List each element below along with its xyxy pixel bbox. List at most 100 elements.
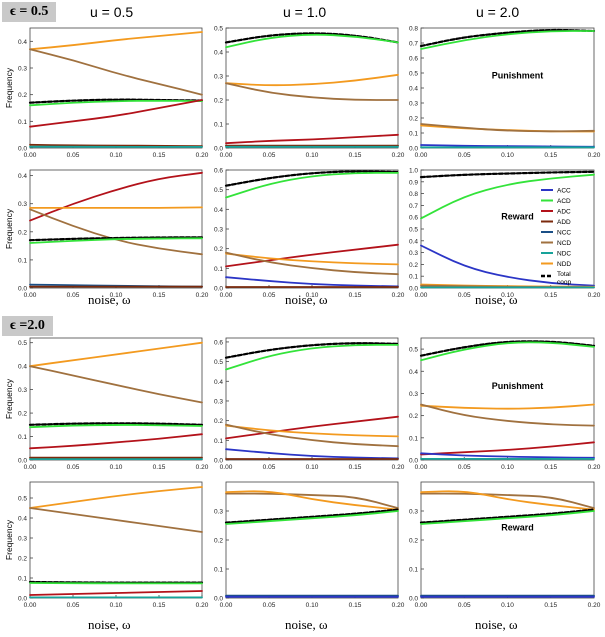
series-line-ndd bbox=[29, 341, 203, 368]
x-tick-label: 0.10 bbox=[110, 464, 123, 471]
series-line-acd bbox=[420, 173, 595, 220]
series-line-total-coop bbox=[224, 342, 400, 359]
series-line-adc bbox=[29, 590, 203, 596]
y-tick-label: 0.9 bbox=[409, 179, 418, 186]
series-line-adc bbox=[420, 441, 595, 456]
series-line-total-coop bbox=[419, 28, 596, 48]
series-line-ncd bbox=[420, 123, 595, 133]
y-tick-label: 0.3 bbox=[214, 509, 223, 516]
legend-label: NDC bbox=[557, 251, 571, 258]
x-tick-label: 0.00 bbox=[220, 152, 233, 159]
y-tick-label: 0.4 bbox=[409, 238, 418, 245]
xlabel-bottom-3: noise, ω bbox=[475, 617, 518, 632]
y-tick-label: 0.0 bbox=[409, 286, 418, 293]
x-tick-label: 0.15 bbox=[544, 602, 557, 609]
series-line-total-coop bbox=[28, 236, 204, 242]
x-tick-label: 0.00 bbox=[220, 602, 233, 609]
series-line-ncd bbox=[225, 423, 399, 448]
legend-label-total: Total bbox=[557, 271, 571, 278]
x-tick-label: 0.05 bbox=[458, 152, 471, 159]
xlabel-top-3: noise, ω bbox=[475, 292, 518, 307]
series-line-acd bbox=[420, 30, 595, 50]
x-tick-label: 0.10 bbox=[306, 152, 319, 159]
y-tick-label: 0.0 bbox=[409, 146, 418, 153]
x-tick-label: 0.20 bbox=[196, 292, 209, 299]
series-line-total-coop bbox=[224, 32, 400, 44]
y-tick-label: 0.1 bbox=[409, 435, 418, 442]
series-line-total-coop bbox=[224, 508, 400, 524]
y-tick-label: 0.0 bbox=[18, 458, 27, 465]
y-tick-label: 0.4 bbox=[18, 516, 27, 523]
panel-4: 0.0 0.1 0.2 0.3 0.4 0.00 0.05 0.10 0.15 0.20 Frequ… bbox=[4, 169, 209, 299]
series-line-acc bbox=[225, 276, 399, 288]
series-line-acd bbox=[225, 33, 399, 49]
x-tick-label: 0.00 bbox=[415, 602, 428, 609]
x-tick-label: 0.00 bbox=[415, 152, 428, 159]
y-tick-label: 0.5 bbox=[18, 340, 27, 347]
y-tick-label: 0.1 bbox=[409, 274, 418, 281]
y-tick-label: 0.3 bbox=[409, 250, 418, 257]
y-axis-label: Frequency bbox=[4, 519, 14, 560]
panel-5: 0.0 0.1 0.2 0.3 0.4 0.5 0.6 0.00 0.05 0.10 0.15 0.2… bbox=[214, 168, 405, 300]
y-tick-label: 0.4 bbox=[18, 173, 27, 180]
panel-9: 0.0 0.1 0.2 0.3 0.4 0.5 0.00 0.05 0.10 0.15 0.20 Pu… bbox=[409, 337, 601, 471]
plot-frame bbox=[225, 337, 399, 461]
series-line-ndd bbox=[225, 252, 399, 266]
x-tick-label: 0.20 bbox=[588, 602, 601, 609]
x-tick-label: 0.05 bbox=[458, 292, 471, 299]
y-tick-label: 0.4 bbox=[18, 39, 27, 46]
plot-frame bbox=[29, 481, 203, 599]
x-tick-label: 0.10 bbox=[501, 292, 514, 299]
x-tick-label: 0.10 bbox=[110, 152, 123, 159]
series-line-adc bbox=[225, 133, 399, 145]
x-tick-label: 0.05 bbox=[458, 602, 471, 609]
xlabel-bottom-2: noise, ω bbox=[285, 617, 328, 632]
panel-annotation: Reward bbox=[501, 523, 534, 533]
x-tick-label: 0.15 bbox=[544, 464, 557, 471]
y-tick-label: 0.5 bbox=[214, 187, 223, 194]
series-line-ncd bbox=[420, 492, 595, 509]
y-tick-label: 0.0 bbox=[18, 596, 27, 603]
x-tick-label: 0.05 bbox=[263, 292, 276, 299]
x-tick-label: 0.20 bbox=[588, 464, 601, 471]
series-line-ndd bbox=[420, 490, 595, 511]
panel-8: 0.0 0.1 0.2 0.3 0.4 0.5 0.6 0.00 0.05 0.10 0.15 0.2… bbox=[214, 337, 405, 471]
y-tick-label: 0.2 bbox=[409, 538, 418, 545]
panel-annotation: Reward bbox=[501, 212, 534, 222]
x-tick-label: 0.15 bbox=[153, 292, 166, 299]
x-tick-label: 0.00 bbox=[24, 464, 37, 471]
x-tick-label: 0.20 bbox=[392, 152, 405, 159]
x-tick-label: 0.05 bbox=[67, 152, 80, 159]
x-tick-label: 0.15 bbox=[153, 602, 166, 609]
x-tick-label: 0.20 bbox=[196, 464, 209, 471]
y-tick-label: 0.8 bbox=[409, 191, 418, 198]
y-tick-label: 0.2 bbox=[214, 246, 223, 253]
x-tick-label: 0.15 bbox=[349, 292, 362, 299]
series-line-ncd bbox=[225, 251, 399, 276]
y-tick-label: 0.6 bbox=[214, 168, 223, 175]
y-tick-label: 0.3 bbox=[18, 387, 27, 394]
series-line-ncd bbox=[29, 507, 203, 533]
x-tick-label: 0.20 bbox=[392, 602, 405, 609]
y-tick-label: 0.1 bbox=[18, 119, 27, 126]
y-tick-label: 0.2 bbox=[214, 538, 223, 545]
series-line-acd bbox=[29, 424, 203, 429]
x-tick-label: 0.05 bbox=[263, 152, 276, 159]
x-tick-label: 0.00 bbox=[24, 602, 37, 609]
series-line-total-coop bbox=[419, 340, 596, 357]
series-line-ncd bbox=[29, 48, 203, 96]
y-tick-label: 0.5 bbox=[409, 227, 418, 234]
panel-7: 0.0 0.1 0.2 0.3 0.4 0.5 0.00 0.05 0.10 0.15 0.20 Fr… bbox=[4, 337, 209, 471]
plot-frame bbox=[29, 169, 203, 289]
x-tick-label: 0.15 bbox=[153, 464, 166, 471]
series-line-acc bbox=[420, 244, 595, 287]
y-tick-label: 0.2 bbox=[18, 556, 27, 563]
y-tick-label: 0.5 bbox=[18, 496, 27, 503]
y-tick-label: 0.1 bbox=[18, 434, 27, 441]
y-tick-label: 0.2 bbox=[409, 262, 418, 269]
y-tick-label: 0.1 bbox=[214, 122, 223, 129]
series-line-ndd bbox=[29, 206, 203, 209]
panel-1: 0.0 0.1 0.2 0.3 0.4 0.00 0.05 0.10 0.15 0.20 Frequ… bbox=[4, 27, 209, 159]
